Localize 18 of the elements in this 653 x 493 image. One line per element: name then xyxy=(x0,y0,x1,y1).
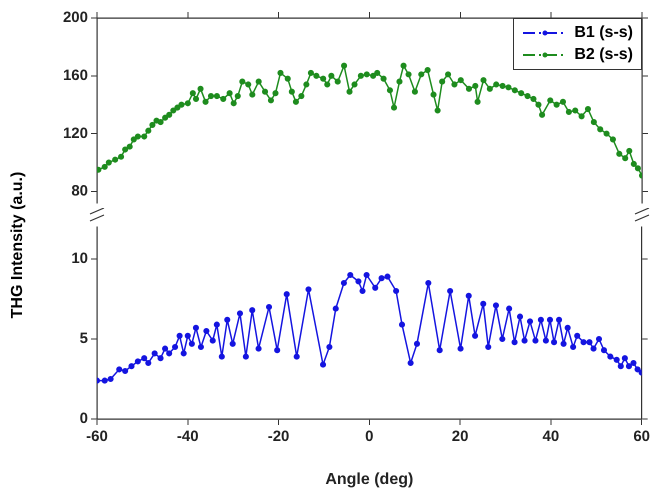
y-tick-label: 200 xyxy=(62,9,88,26)
y-tick-label: 80 xyxy=(71,182,88,200)
x-tick-label: -20 xyxy=(268,428,290,446)
y-tick-label: 10 xyxy=(71,250,88,268)
x-tick-label: -40 xyxy=(176,428,199,446)
x-tick-label: 0 xyxy=(365,428,374,446)
y-tick-label: 0 xyxy=(80,410,88,428)
legend-label: B2 (s-s) xyxy=(574,46,633,64)
legend-label: B1 (s-s) xyxy=(574,24,633,42)
y-axis-title: THG Intensity (a.u.) xyxy=(9,170,27,320)
y-tick-label: 160 xyxy=(62,66,88,84)
x-tick-label: 40 xyxy=(542,428,560,446)
x-tick-label: 60 xyxy=(633,428,650,446)
y-tick-label: 120 xyxy=(62,124,88,142)
x-tick-label: -60 xyxy=(86,428,108,446)
x-tick-label: 20 xyxy=(452,428,468,446)
x-axis-title: Angle (deg) xyxy=(325,470,414,488)
y-tick-label: 5 xyxy=(80,330,88,348)
